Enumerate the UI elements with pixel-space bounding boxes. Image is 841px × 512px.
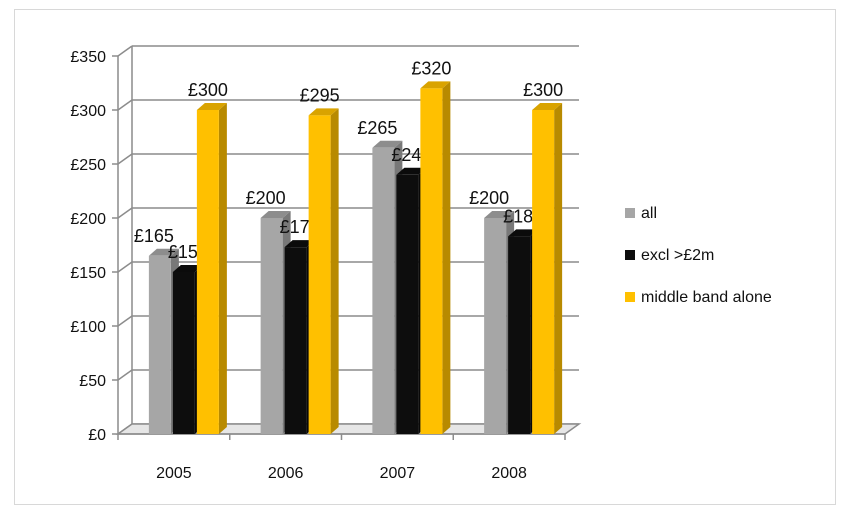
bar-top xyxy=(508,229,539,237)
legend-swatch xyxy=(625,292,635,302)
x-tick-label: 2007 xyxy=(380,465,416,482)
legend-swatch xyxy=(625,250,635,260)
legend-swatch xyxy=(625,208,635,218)
bar-side xyxy=(554,103,563,434)
y-tick-label: £100 xyxy=(70,319,106,336)
y-tick-label: £150 xyxy=(70,265,106,282)
y-tick-label: £350 xyxy=(70,49,106,66)
bar-top xyxy=(396,167,427,175)
legend-label: excl >£2m xyxy=(641,247,714,264)
bar xyxy=(308,115,331,435)
bar-top xyxy=(172,265,203,272)
bar xyxy=(148,255,171,434)
bar-side xyxy=(218,103,227,434)
bar xyxy=(196,110,219,434)
gridline-side xyxy=(117,261,133,273)
bar-top xyxy=(372,140,403,148)
gridline-side xyxy=(117,369,133,381)
x-tick-label: 2008 xyxy=(491,465,527,482)
data-label: £200 xyxy=(469,188,509,208)
gridline-side xyxy=(117,45,133,57)
bar-side xyxy=(330,108,339,435)
legend-label: middle band alone xyxy=(641,289,772,306)
bar-top xyxy=(484,211,515,218)
bar xyxy=(484,218,507,434)
bar-top xyxy=(284,240,315,248)
bar-top xyxy=(148,248,179,256)
data-label: £300 xyxy=(188,80,228,100)
bar xyxy=(172,272,195,434)
bar xyxy=(420,88,443,435)
data-label: £300 xyxy=(523,80,563,100)
bar-side xyxy=(442,81,451,435)
chart-frame xyxy=(14,9,836,505)
bar xyxy=(372,147,395,435)
bar xyxy=(260,218,283,434)
x-tick-label: 2005 xyxy=(156,465,192,482)
y-tick-label: £50 xyxy=(79,373,106,390)
gridline-side xyxy=(117,315,133,327)
gridline-side xyxy=(117,207,133,219)
y-tick-label: £250 xyxy=(70,157,106,174)
data-label: £295 xyxy=(300,85,340,105)
bar-top xyxy=(308,108,339,116)
bar xyxy=(396,174,419,435)
x-tick-label: 2006 xyxy=(268,465,304,482)
bar xyxy=(508,236,531,434)
bar xyxy=(284,247,307,434)
legend-label: all xyxy=(641,205,657,222)
data-label: £200 xyxy=(246,188,286,208)
bar-top xyxy=(196,103,227,110)
bar-top xyxy=(420,81,451,89)
bar xyxy=(532,110,555,434)
y-tick-label: £300 xyxy=(70,103,106,120)
y-tick-label: £200 xyxy=(70,211,106,228)
bar-top xyxy=(260,211,291,218)
data-label: £165 xyxy=(134,226,174,246)
data-label: £265 xyxy=(357,118,397,138)
gridline-side xyxy=(117,153,133,165)
data-label: £320 xyxy=(411,58,451,78)
bar-top xyxy=(532,103,563,110)
y-tick-label: £0 xyxy=(88,427,106,444)
gridline-side xyxy=(117,99,133,111)
